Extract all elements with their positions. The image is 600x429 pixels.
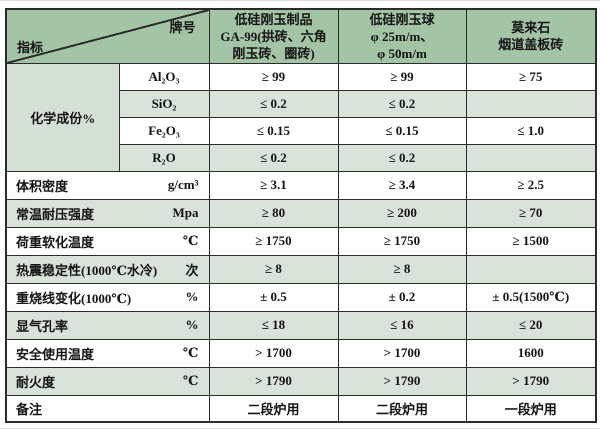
prop-label-cell: 常温耐压强度 Mpa (5, 198, 210, 228)
chem-value: ≥ 75 (465, 62, 597, 91)
chem-value: ≤ 0.2 (208, 89, 339, 118)
remark-row: 备注 二段炉用 二段炉用 一段炉用 (5, 394, 597, 423)
prop-label: 热震稳定性(1000℃水冷) (16, 262, 158, 278)
chem-value (465, 143, 597, 172)
prop-label: 荷重软化温度 (16, 234, 95, 250)
header-row: 牌号 指标 低硅刚玉制品 GA-99(拱砖、六角 刚玉砖、圈砖) 低硅刚玉球 φ… (5, 8, 597, 64)
prop-row-safe-use-temperature: 安全使用温度 ℃ > 1700 > 1700 1600 (5, 338, 597, 368)
prop-label-cell: 重烧线变化(1000℃) % (5, 282, 210, 312)
prop-unit: % (185, 317, 199, 332)
remark-value: 二段炉用 (337, 394, 467, 423)
prop-label-cell: 热震稳定性(1000℃水冷) 次 (5, 254, 210, 284)
prop-value: ± 0.5(1500℃) (465, 282, 597, 312)
prop-unit: 次 (185, 262, 199, 278)
prop-value: ≤ 16 (337, 310, 467, 340)
prop-value: ≥ 80 (208, 198, 339, 228)
column-header-corundum-ball: 低硅刚玉球 φ 25m/m、 φ 50m/m (337, 8, 467, 64)
chem-value: ≤ 0.2 (208, 143, 339, 172)
corner-indicator-label: 指标 (17, 39, 44, 55)
prop-value: > 1790 (465, 366, 597, 396)
prop-label: 体积密度 (16, 178, 69, 194)
prop-row-thermal-shock: 热震稳定性(1000℃水冷) 次 ≥ 8 ≥ 8 (5, 254, 597, 284)
chem-value: ≥ 99 (208, 62, 339, 91)
prop-row-apparent-porosity: 显气孔率 % ≤ 18 ≤ 16 ≤ 20 (5, 310, 597, 340)
prop-value: ≥ 8 (208, 254, 339, 284)
prop-label-cell: 安全使用温度 ℃ (5, 338, 210, 368)
chem-value: ≤ 0.15 (337, 116, 467, 145)
chem-value: ≤ 0.2 (337, 89, 467, 118)
chem-value: ≤ 0.15 (208, 116, 339, 145)
prop-value: ≥ 200 (337, 198, 467, 228)
prop-value: ± 0.2 (337, 282, 467, 312)
chem-value: ≤ 1.0 (465, 116, 597, 145)
spec-table: 牌号 指标 低硅刚玉制品 GA-99(拱砖、六角 刚玉砖、圈砖) 低硅刚玉球 φ… (5, 8, 597, 423)
remark-value: 一段炉用 (465, 394, 597, 423)
chem-item-label: SiO₂ (118, 89, 210, 118)
chem-item-label: Fe₂O₃ (118, 116, 210, 145)
prop-value: ≥ 1750 (337, 226, 467, 256)
prop-label-cell: 荷重软化温度 ℃ (5, 226, 210, 256)
prop-label: 常温耐压强度 (16, 206, 95, 222)
prop-value: ≥ 70 (465, 198, 597, 228)
prop-label: 显气孔率 (16, 318, 69, 334)
chem-value: ≤ 0.2 (337, 143, 467, 172)
prop-label-cell: 体积密度 g/cm³ (5, 170, 210, 200)
prop-value: > 1700 (337, 338, 467, 368)
prop-value: ≤ 20 (465, 310, 597, 340)
chem-item-label: Al₂O₃ (118, 62, 210, 91)
prop-value: ≥ 2.5 (465, 170, 597, 200)
prop-value: 1600 (465, 338, 597, 368)
prop-unit: Mpa (172, 205, 199, 220)
prop-label-cell: 显气孔率 % (5, 310, 210, 340)
column-header-mullite: 莫来石 烟道盖板砖 (465, 8, 597, 64)
prop-unit: ℃ (182, 345, 199, 360)
prop-label: 安全使用温度 (16, 346, 95, 362)
remark-value: 二段炉用 (208, 394, 339, 423)
prop-row-softening-temperature: 荷重软化温度 ℃ ≥ 1750 ≥ 1750 ≥ 1500 (5, 226, 597, 256)
prop-value: ≥ 1750 (208, 226, 339, 256)
chem-item-label: R₂O (118, 143, 210, 172)
column-header-ga99: 低硅刚玉制品 GA-99(拱砖、六角 刚玉砖、圈砖) (208, 8, 339, 64)
chem-group-label: 化学成份% (5, 62, 120, 172)
prop-row-linear-change: 重烧线变化(1000℃) % ± 0.5 ± 0.2 ± 0.5(1500℃) (5, 282, 597, 312)
prop-value: ≥ 1500 (465, 226, 597, 256)
prop-value: > 1790 (208, 366, 339, 396)
prop-row-bulk-density: 体积密度 g/cm³ ≥ 3.1 ≥ 3.4 ≥ 2.5 (5, 170, 597, 200)
prop-unit: g/cm³ (167, 177, 199, 192)
prop-value: > 1790 (337, 366, 467, 396)
prop-row-cold-crushing-strength: 常温耐压强度 Mpa ≥ 80 ≥ 200 ≥ 70 (5, 198, 597, 228)
corner-cell: 牌号 指标 (5, 8, 210, 64)
chem-row-al2o3: 化学成份% Al₂O₃ ≥ 99 ≥ 99 ≥ 75 (5, 62, 597, 172)
chem-row-r2o: R₂O ≤ 0.2 ≤ 0.2 (6, 143, 597, 172)
prop-label-cell: 耐火度 ℃ (5, 366, 210, 396)
chem-row-sio2: SiO₂ ≤ 0.2 ≤ 0.2 (6, 89, 597, 118)
prop-value: ≥ 3.1 (208, 170, 339, 200)
corner-brand-label: 牌号 (169, 20, 196, 35)
prop-value: ≥ 3.4 (337, 170, 467, 200)
prop-value: ≤ 18 (208, 310, 339, 340)
prop-label: 重烧线变化(1000℃) (16, 290, 132, 306)
prop-value (465, 254, 597, 284)
prop-value: ± 0.5 (208, 282, 339, 312)
prop-row-refractoriness: 耐火度 ℃ > 1790 > 1790 > 1790 (5, 366, 597, 396)
prop-unit: % (185, 289, 199, 304)
chem-row-fe2o3: Fe₂O₃ ≤ 0.15 ≤ 0.15 ≤ 1.0 (6, 116, 597, 145)
chem-value (465, 89, 597, 118)
prop-label: 耐火度 (16, 374, 56, 390)
chem-value: ≥ 99 (337, 62, 467, 91)
prop-value: > 1700 (208, 338, 339, 368)
prop-value: ≥ 8 (337, 254, 467, 284)
remark-label: 备注 (16, 401, 43, 417)
prop-unit: ℃ (182, 373, 199, 388)
prop-unit: ℃ (182, 233, 199, 248)
remark-label-cell: 备注 (5, 394, 210, 423)
